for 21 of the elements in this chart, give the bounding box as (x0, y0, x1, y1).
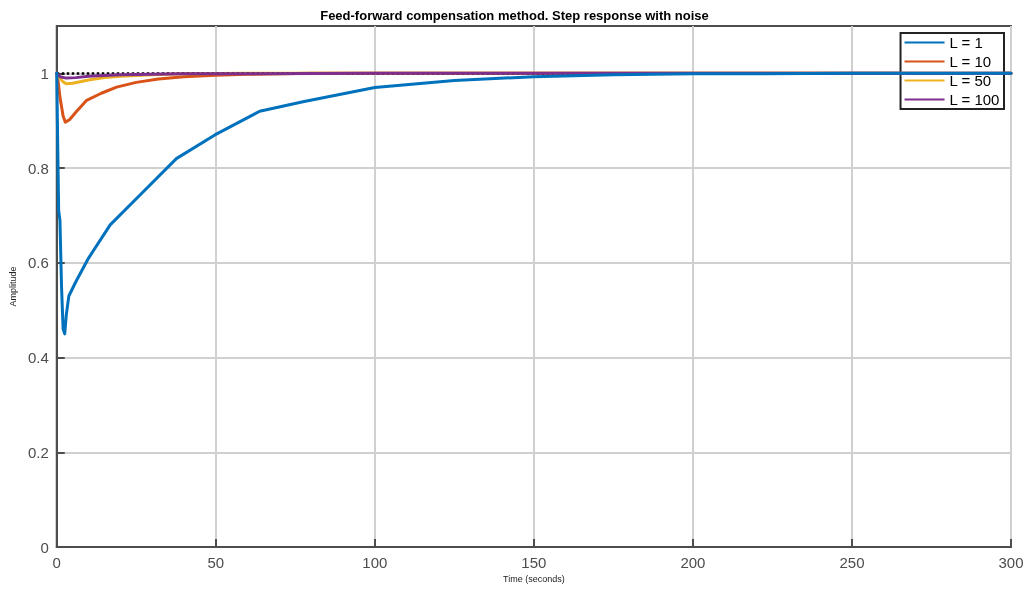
y-tick-label: 1 (40, 64, 49, 82)
y-tick-label: 0.2 (27, 443, 49, 461)
x-axis-title: Time (seconds) (503, 574, 565, 585)
x-tick-label: 0 (52, 554, 61, 571)
line-series (55, 71, 1013, 336)
y-tick-label: 0.6 (27, 254, 49, 272)
x-tick-label: 100 (362, 554, 388, 571)
y-tick-label: 0 (40, 538, 49, 556)
x-tick-label: 50 (207, 554, 225, 571)
x-tick-label: 250 (839, 554, 865, 571)
legend-label: L = 10 (949, 53, 992, 70)
x-tick-label: 300 (998, 554, 1024, 571)
y-tick-label: 0.8 (27, 159, 49, 177)
y-axis-title: Amplitude (7, 266, 18, 307)
legend-label: L = 100 (949, 91, 1000, 108)
legend-label: L = 50 (949, 72, 992, 89)
x-tick-label: 200 (680, 554, 706, 571)
chart-title: Feed-forward compensation method. Step response with noise (320, 8, 709, 23)
y-tick-label: 0.4 (27, 349, 49, 367)
legend-label: L = 1 (949, 34, 983, 51)
x-tick-label: 150 (521, 554, 547, 571)
